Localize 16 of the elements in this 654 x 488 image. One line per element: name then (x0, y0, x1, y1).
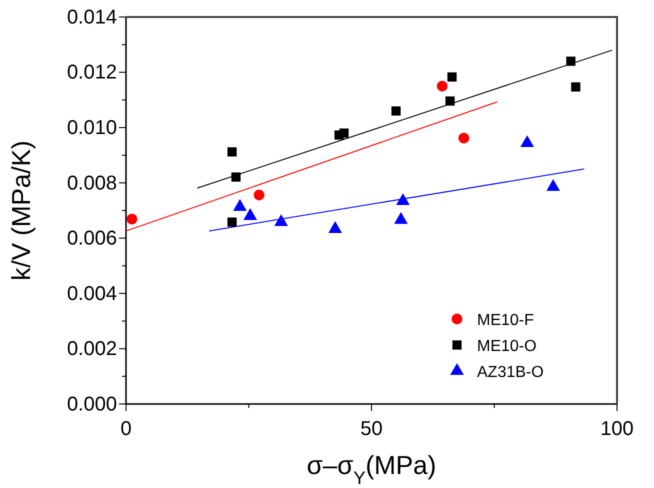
x-tick-label: 0 (120, 418, 132, 440)
y-tick-label: 0.014 (66, 6, 117, 28)
y-tick-label: 0.012 (66, 62, 117, 84)
y-tick-label: 0.000 (66, 393, 117, 416)
y-axis-title: k/V (MPa/K) (6, 140, 36, 281)
y-tick-label: 0.010 (66, 116, 117, 139)
y-tick-label: 0.006 (66, 228, 117, 250)
y-tick-label: 0.004 (66, 282, 117, 305)
y-tick-label: 0.008 (66, 172, 117, 194)
x-tick-label: 100 (600, 418, 634, 440)
legend-label: ME10-F (477, 312, 534, 329)
x-tick-label: 50 (360, 418, 383, 440)
y-tick-label: 0.002 (66, 338, 117, 360)
legend-label: ME10-O (477, 338, 537, 355)
x-axis-title: σ–σ$_{Y}$(MPa) (306, 450, 436, 488)
legend-label: AZ31B-O (477, 364, 544, 381)
